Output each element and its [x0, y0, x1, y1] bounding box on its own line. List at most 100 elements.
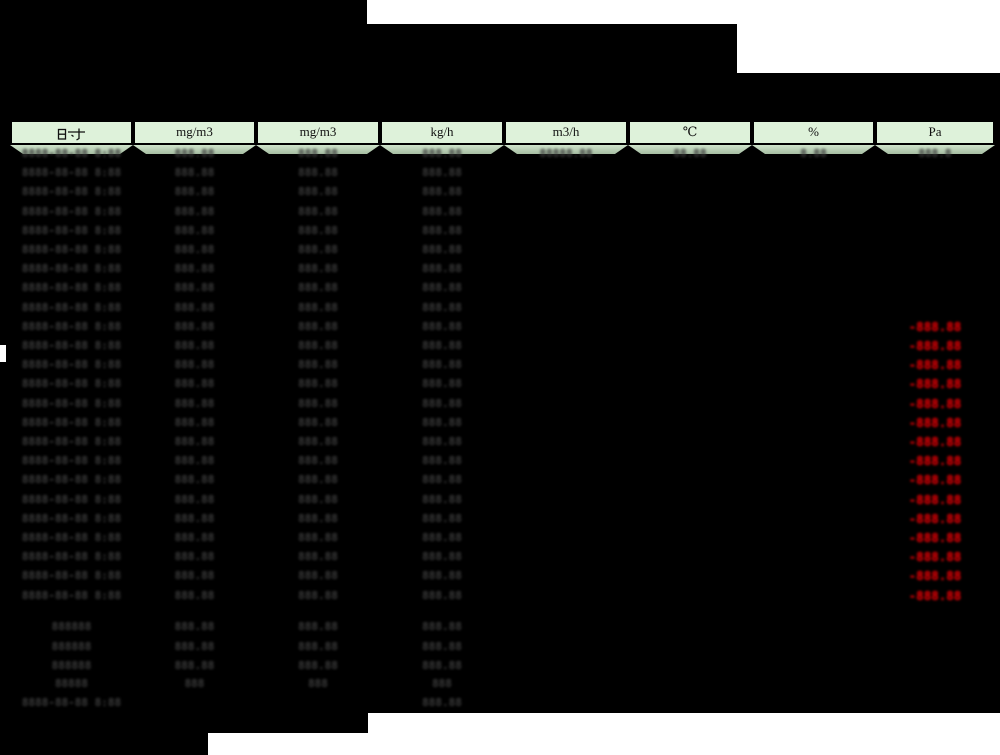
cell-value-alarm: -888.88	[908, 587, 962, 603]
cell-value-obscured: 888.88	[174, 659, 215, 672]
column-header-time	[10, 120, 133, 145]
blank-tab-left-edge	[0, 345, 6, 362]
cell-value-obscured: 888.88	[298, 243, 338, 256]
cell-value-obscured: 888.88	[298, 396, 338, 410]
cell-value-obscured: 888.88	[298, 339, 338, 352]
cell-value-obscured: 888888	[51, 620, 92, 633]
table-row: 8888-88-88 8:88 888.88 888.88 888.88	[0, 221, 1000, 240]
table-row: 8888-88-88 8:88 888.88 888.88 888.88 -888.88	[0, 432, 1000, 451]
cell-value-obscured: 8888-88-88 8:88	[21, 377, 122, 391]
column-header-unit-4: m3/h	[504, 120, 628, 145]
border-notch	[491, 145, 517, 154]
table-row: 8888-88-88 8:88 888.88 888.88 888.88 -888.88	[0, 490, 1000, 509]
cell-value-obscured: 888.88	[298, 262, 338, 276]
table-row: 8888-88-88 8:88 888.88 888.88 888.88	[0, 240, 1000, 259]
cell-value-obscured: 8888-88-88 8:88	[21, 204, 122, 218]
cell-value-obscured: 8888-88-88 8:88	[21, 696, 122, 709]
cell-value-alarm: -888.88	[908, 549, 962, 565]
cell-value-obscured: 888.88	[174, 550, 215, 564]
border-notch	[0, 145, 23, 154]
cell-value-obscured: 888.88	[422, 659, 462, 672]
table-row: 8888-88-88 8:88 888.88 888.88 888.88 -888.88	[0, 509, 1000, 528]
cell-value-obscured: 888888	[51, 659, 92, 672]
cell-value-obscured: 888.88	[422, 223, 462, 237]
cell-value-obscured: 8888-88-88 8:88	[21, 435, 122, 448]
table-row: 8888-88-88 8:88 888.88 888.88 888.88 -888.88	[0, 317, 1000, 336]
cell-value-obscured: 888.88	[298, 358, 338, 372]
cell-value-obscured: 8888-88-88 8:88	[21, 396, 122, 410]
cell-value-obscured: 888.88	[174, 435, 215, 448]
cell-value-obscured: 888.88	[298, 415, 338, 429]
cell-value-alarm: -888.88	[908, 491, 962, 507]
cell-value-alarm: -888.88	[908, 414, 962, 430]
cell-value-obscured: 888.88	[422, 696, 462, 709]
cell-value-obscured: 888.88	[298, 620, 338, 633]
cell-value-obscured: 8888-88-88 8:88	[21, 473, 122, 487]
cell-value-alarm: -888.88	[908, 376, 962, 392]
cell-value-obscured: 8888-88-88 8:88	[21, 569, 122, 583]
cell-value-obscured: 888	[432, 677, 452, 690]
table-row: 8888-88-88 8:88 888.88 888.88 888.88	[0, 278, 1000, 297]
cell-value-obscured: 888.88	[298, 185, 338, 199]
table-row: 8888-88-88 8:88 888.88 888.88 888.88 -888.88	[0, 586, 1000, 605]
cell-value-obscured: 888.88	[422, 300, 462, 314]
cell-value-obscured: 888.88	[298, 204, 338, 218]
cell-value-obscured: 888.88	[298, 435, 338, 448]
cell-value-obscured: 8888-88-88 8:88	[21, 147, 122, 160]
cell-value-obscured: 888.88	[422, 339, 462, 352]
table-unit-header-row: mg/m3 mg/m3 kg/h m3/h ℃ % Pa	[10, 120, 995, 145]
table-row: 8888-88-88 8:88 888.88 888.88 888.88 -888.88	[0, 374, 1000, 393]
table-row: 8888-88-88 8:88 888.88 888.88 888.88	[0, 182, 1000, 201]
cell-value-obscured: 888.88	[422, 569, 462, 583]
cell-value-obscured: 888.88	[174, 300, 215, 314]
cell-value-obscured: 888.88	[174, 396, 215, 410]
border-notch	[367, 145, 393, 154]
table-row: 8888-88-88 8:88 888.88 888.88 888.88 -888.88	[0, 413, 1000, 432]
cell-value-obscured: 8888-88-88 8:88	[21, 511, 122, 525]
cell-value-obscured: 888.88	[174, 473, 215, 487]
border-notch	[739, 145, 765, 154]
cell-value-obscured: 888	[308, 677, 328, 690]
cell-value-obscured: 8888-88-88 8:88	[21, 588, 122, 602]
table-row: 8888-88-88 8:88 888.88 888.88 888.88	[0, 163, 1000, 182]
border-notch	[120, 145, 146, 154]
cell-value-obscured: 888.88	[298, 569, 338, 583]
cell-value-obscured: 888.88	[422, 588, 462, 602]
table-row: 8888-88-88 8:88 888.88 888.88 888.88 -888.88	[0, 394, 1000, 413]
table-row: 8888-88-88 8:88 888.88 888.88 888.88	[0, 259, 1000, 278]
blank-area-top-right-upper	[367, 0, 1000, 24]
cell-value-obscured: 888.88	[174, 377, 215, 391]
cell-value-obscured: 8888-88-88 8:88	[21, 531, 122, 544]
cell-value-obscured: 888.88	[422, 204, 462, 218]
cell-value-obscured: 888.88	[422, 377, 462, 391]
cell-value-obscured: 888.88	[298, 640, 338, 653]
cell-value-obscured: 888.88	[174, 415, 215, 429]
cell-value-obscured: 8.88	[800, 147, 827, 160]
cell-value-alarm: -888.88	[908, 395, 962, 411]
cell-value-obscured: 888.88	[298, 281, 338, 295]
cell-value-obscured: 888.88	[422, 511, 462, 525]
cell-value-obscured: 8888-88-88 8:88	[21, 300, 122, 314]
cell-value-obscured: 888.88	[298, 319, 338, 333]
cell-value-obscured: 888.88	[298, 454, 338, 468]
cell-value-obscured: 888.88	[422, 415, 462, 429]
cell-value-obscured: 888.88	[298, 473, 338, 487]
cell-value-alarm: -888.88	[908, 453, 962, 469]
cell-value-obscured: 8888-88-88 8:88	[21, 223, 122, 237]
table-row: 8888-88-88 8:88 888.88 888.88 888.88 -888.88	[0, 547, 1000, 566]
cell-value-obscured: 888.88	[422, 243, 462, 256]
cell-value-obscured: 888.88	[298, 300, 338, 314]
cell-value-obscured: 888.88	[174, 358, 215, 372]
cell-value-obscured: 88.88	[673, 147, 707, 160]
cell-value-obscured: 888.88	[422, 166, 462, 180]
table-row: 8888-88-88 8:88 888.88 888.88 888.88 -888.88	[0, 355, 1000, 374]
cell-value-obscured: 888.88	[422, 358, 462, 372]
cell-value-obscured: 888.88	[298, 492, 338, 506]
cell-value-obscured: 888.88	[422, 262, 462, 276]
cell-value-obscured: 888.88	[174, 204, 215, 218]
cell-value-obscured: 888.88	[422, 473, 462, 487]
cell-value-obscured: 8888-88-88 8:88	[21, 319, 122, 333]
cell-value-obscured: 8888-88-88 8:88	[21, 358, 122, 372]
cell-value-alarm: -888.88	[908, 472, 962, 488]
cell-value-obscured: 888.88	[174, 185, 215, 199]
